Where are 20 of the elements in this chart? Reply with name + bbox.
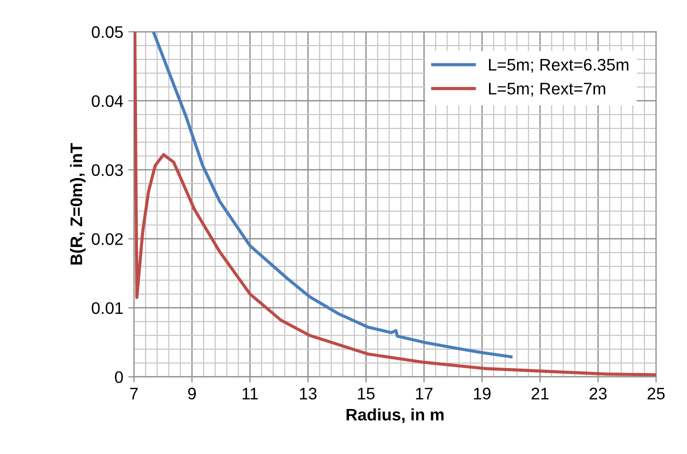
- y-axis-title: B(R, Z=0m), inT: [70, 143, 86, 265]
- legend-label: L=5m; Rext=7m: [489, 82, 606, 97]
- x-tick-label: 11: [242, 388, 258, 400]
- y-tick-label: 0.03: [92, 164, 123, 176]
- y-tick-label: 0.05: [92, 26, 123, 38]
- y-tick-label: 0.01: [92, 302, 123, 314]
- y-tick-label: 0.04: [92, 95, 124, 107]
- x-axis-title: Radius, in m: [346, 408, 444, 423]
- y-tick-label: 0: [114, 371, 123, 384]
- legend-label: L=5m; Rext=6.35m: [489, 58, 628, 73]
- x-tick-label: 21: [532, 388, 549, 400]
- x-tick-label: 23: [590, 388, 607, 400]
- x-tick-label: 15: [358, 388, 375, 400]
- x-tick-label: 17: [416, 388, 432, 400]
- x-tick-label: 9: [188, 388, 196, 400]
- x-tick-label: 25: [648, 388, 665, 400]
- y-tick-label: 0.02: [92, 233, 123, 246]
- x-tick-label: 7: [130, 388, 138, 400]
- x-tick-label: 13: [300, 388, 317, 400]
- x-tick-label: 19: [474, 388, 491, 400]
